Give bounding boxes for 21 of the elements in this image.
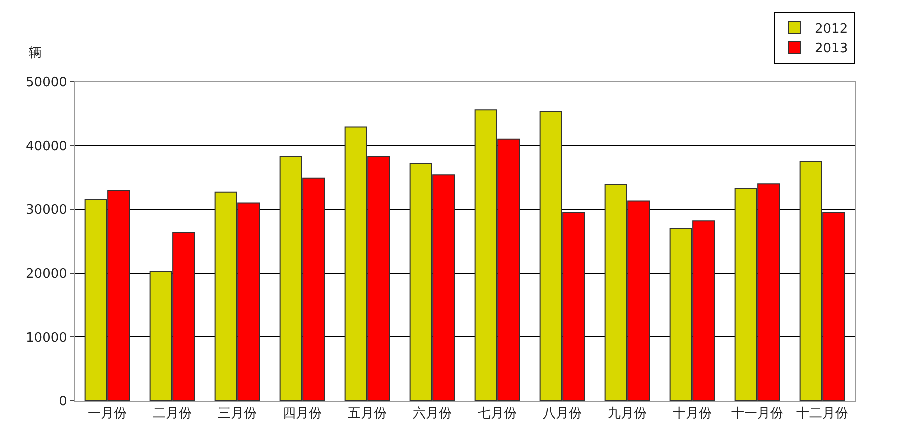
legend-label: 2013 — [815, 42, 848, 57]
y-tick-label: 40000 — [26, 139, 68, 154]
x-tick-label: 一月份 — [88, 406, 127, 422]
y-tick-label: 20000 — [26, 266, 68, 282]
y-tick-label: 0 — [59, 394, 68, 410]
x-tick-label: 九月份 — [608, 406, 647, 422]
x-tick-label: 三月份 — [218, 406, 257, 422]
x-tick-label: 二月份 — [153, 406, 192, 422]
y-axis-title: 辆 — [29, 46, 42, 61]
x-tick-label: 五月份 — [348, 406, 387, 422]
y-tick-label: 50000 — [26, 76, 68, 91]
x-tick-label: 四月份 — [283, 406, 322, 422]
x-tick-label: 八月份 — [543, 406, 582, 422]
y-tick-label: 30000 — [26, 203, 68, 218]
x-tick-label: 十二月份 — [796, 406, 848, 422]
x-tick-label: 六月份 — [413, 406, 452, 422]
x-tick-label: 七月份 — [478, 406, 517, 422]
x-tick-label: 十一月份 — [732, 406, 784, 422]
y-tick-label: 10000 — [26, 330, 68, 346]
x-tick-label: 十月份 — [673, 406, 712, 422]
legend-label: 2012 — [815, 22, 848, 37]
